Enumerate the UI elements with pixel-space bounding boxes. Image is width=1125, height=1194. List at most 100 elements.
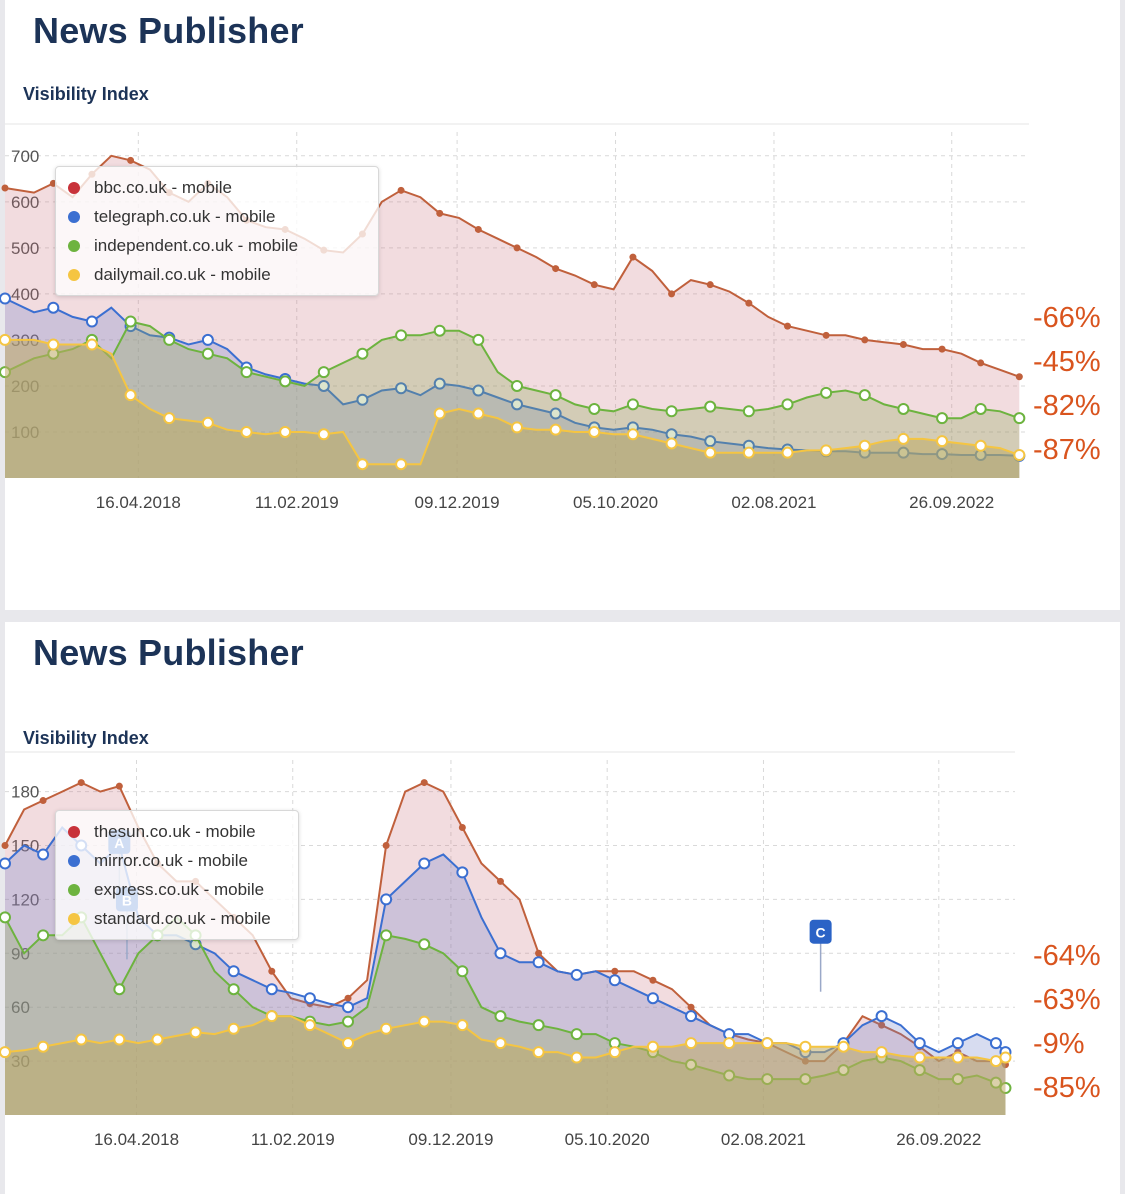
data-point bbox=[201, 333, 214, 346]
data-point bbox=[472, 333, 485, 346]
data-point bbox=[951, 1051, 964, 1064]
data-point bbox=[0, 333, 11, 346]
legend-item[interactable]: thesun.co.uk - mobile bbox=[68, 817, 286, 846]
data-point bbox=[549, 389, 562, 402]
data-point bbox=[472, 407, 485, 420]
x-tick-label: 09.12.2019 bbox=[415, 493, 500, 512]
data-point bbox=[938, 345, 946, 353]
change-label: -64% bbox=[1033, 940, 1101, 972]
y-tick-label: 90 bbox=[11, 944, 30, 963]
legend-label: thesun.co.uk - mobile bbox=[94, 821, 256, 841]
data-point bbox=[608, 974, 621, 987]
data-point bbox=[47, 301, 60, 314]
legend-item[interactable]: independent.co.uk - mobile bbox=[68, 231, 366, 260]
data-point bbox=[781, 398, 794, 411]
legend-label: express.co.uk - mobile bbox=[94, 879, 265, 899]
legend-dot-icon bbox=[68, 239, 80, 252]
data-point bbox=[820, 444, 833, 457]
data-point bbox=[418, 1015, 431, 1028]
x-tick-label: 05.10.2020 bbox=[565, 1130, 650, 1149]
change-label: -85% bbox=[1033, 1072, 1101, 1104]
data-point bbox=[588, 402, 601, 415]
legend-item[interactable]: express.co.uk - mobile bbox=[68, 875, 286, 904]
data-point bbox=[380, 1022, 393, 1035]
data-point bbox=[588, 425, 601, 438]
data-point bbox=[456, 866, 469, 879]
data-point bbox=[590, 281, 598, 289]
data-point bbox=[397, 186, 405, 194]
y-tick-label: 500 bbox=[11, 239, 39, 258]
change-label: -87% bbox=[1033, 434, 1101, 466]
chart-panel-2: News Publisher Visibility Index 30609012… bbox=[0, 622, 1120, 1194]
legend-item[interactable]: dailymail.co.uk - mobile bbox=[68, 260, 366, 289]
data-point bbox=[456, 965, 469, 978]
data-point bbox=[511, 379, 523, 392]
data-point bbox=[420, 779, 428, 787]
legend-dot-icon bbox=[68, 912, 80, 925]
data-point bbox=[344, 994, 352, 1002]
data-point bbox=[342, 1001, 355, 1014]
data-point bbox=[513, 244, 521, 252]
data-point bbox=[124, 389, 137, 402]
legend-item[interactable]: bbc.co.uk - mobile bbox=[68, 173, 366, 202]
legend-label: telegraph.co.uk - mobile bbox=[94, 206, 276, 226]
data-point bbox=[535, 949, 543, 957]
chart-legend-1: bbc.co.uk - mobile telegraph.co.uk - mob… bbox=[55, 166, 379, 296]
data-point bbox=[163, 412, 176, 425]
data-point bbox=[151, 1033, 164, 1046]
x-tick-label: 02.08.2021 bbox=[731, 493, 816, 512]
data-point bbox=[189, 1026, 202, 1039]
data-point bbox=[1015, 373, 1023, 381]
data-point bbox=[745, 299, 753, 307]
legend-label: mirror.co.uk - mobile bbox=[94, 850, 248, 870]
data-point bbox=[665, 405, 678, 418]
x-tick-label: 26.09.2022 bbox=[896, 1130, 981, 1149]
data-point bbox=[820, 386, 833, 399]
chart-panel-1: News Publisher Visibility Index 10020030… bbox=[0, 0, 1120, 610]
data-point bbox=[433, 407, 446, 420]
legend-item[interactable]: mirror.co.uk - mobile bbox=[68, 846, 286, 875]
data-point bbox=[999, 1051, 1012, 1064]
data-point bbox=[0, 292, 11, 305]
visibility-chart-1: 10020030040050060070016.04.201811.02.201… bbox=[0, 123, 1029, 512]
data-point bbox=[342, 1037, 355, 1050]
data-point bbox=[974, 402, 987, 415]
data-point bbox=[494, 947, 507, 960]
series-area bbox=[5, 1016, 1006, 1115]
y-tick-label: 60 bbox=[11, 998, 30, 1017]
data-point bbox=[494, 1010, 507, 1023]
x-tick-label: 09.12.2019 bbox=[408, 1130, 493, 1149]
data-point bbox=[124, 315, 137, 328]
legend-dot-icon bbox=[68, 210, 80, 223]
data-point bbox=[552, 265, 560, 273]
legend-item[interactable]: standard.co.uk - mobile bbox=[68, 904, 286, 933]
data-point bbox=[799, 1040, 812, 1053]
data-point bbox=[511, 421, 523, 434]
data-point bbox=[511, 398, 523, 411]
data-point bbox=[549, 423, 562, 436]
data-point bbox=[380, 929, 393, 942]
data-point bbox=[240, 366, 253, 379]
data-point bbox=[878, 1021, 886, 1029]
legend-dot-icon bbox=[68, 825, 80, 838]
data-point bbox=[858, 389, 871, 402]
data-point bbox=[989, 1055, 1002, 1068]
data-point bbox=[356, 393, 369, 406]
data-point bbox=[356, 458, 369, 471]
legend-label: independent.co.uk - mobile bbox=[94, 235, 299, 255]
data-point bbox=[472, 384, 485, 397]
data-point bbox=[1013, 448, 1026, 461]
data-point bbox=[39, 797, 47, 805]
x-tick-label: 11.02.2019 bbox=[255, 493, 339, 512]
data-point bbox=[704, 435, 717, 448]
data-point bbox=[951, 1037, 964, 1050]
data-point bbox=[342, 1015, 355, 1028]
data-point bbox=[706, 281, 714, 289]
data-point bbox=[317, 379, 330, 392]
data-point bbox=[1013, 412, 1026, 425]
data-point bbox=[1, 841, 9, 849]
data-point bbox=[474, 225, 482, 233]
data-point bbox=[875, 1046, 888, 1059]
data-point bbox=[0, 857, 11, 870]
legend-item[interactable]: telegraph.co.uk - mobile bbox=[68, 202, 366, 231]
